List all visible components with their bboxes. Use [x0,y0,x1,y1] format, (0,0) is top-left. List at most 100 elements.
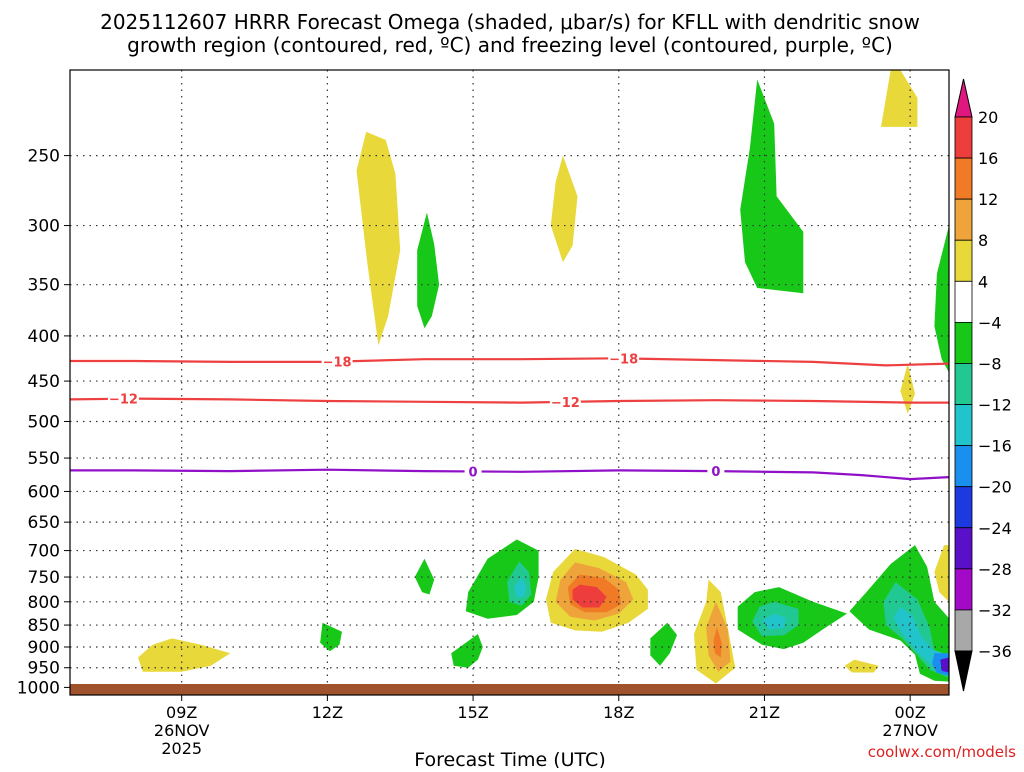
colorbar-bin--32 [954,568,973,611]
omega-region-3 [881,70,918,127]
x-tick-label-24: 00Z [894,703,925,722]
omega-region-1 [356,131,401,346]
contour-label-0C-0: 0 [469,465,478,480]
colorbar-label-5: −4 [978,313,1002,332]
colorbar-bin--16 [954,404,973,447]
contour-label-bg-0C-1 [707,464,725,479]
omega-region-18 [451,634,483,668]
omega-region-4 [900,363,915,414]
omega-region-16 [414,558,435,595]
x-tick-label-12: 12Z [312,703,343,722]
colorbar: 20 16 12 8 4 −4 −8 −12 −16 −20 −24 −28 −32 −36 [954,78,1012,692]
x-tick-label-21: 21Z [749,703,780,722]
chart-title-line2: growth region (contoured, red, ºC) and f… [127,33,893,57]
y-tick-label-950: 950 [28,659,60,679]
y-tick-label-400: 400 [28,327,60,347]
omega-region-17 [320,622,342,652]
colorbar-label-3: 8 [978,231,988,250]
colorbar-bin-8 [954,198,973,241]
colorbar-bin--36 [954,609,973,652]
omega-region-7 [934,545,949,602]
contour-label-bg-0C-0 [464,464,482,479]
colorbar-label-10: −24 [978,519,1012,538]
y-tick-label-900: 900 [28,638,60,658]
ground-surface [70,684,949,695]
y-tick-label-750: 750 [28,568,60,588]
colorbar-bin--20 [954,445,973,488]
contour--18C [70,357,949,367]
contour-label-bg--18C-0 [321,354,353,369]
y-tick-label-700: 700 [28,542,60,562]
contour-0C [70,468,949,481]
x-date-label-24: 27NOV [882,721,938,740]
chart-title-line1: 2025112607 HRRR Forecast Omega (shaded, … [100,10,920,34]
colorbar-label-1: 16 [978,149,998,168]
plot-frame [69,69,950,696]
colorbar-bin-4 [954,239,973,282]
watermark-text: coolwx.com/models [868,743,1016,761]
x-date-label-9: 26NOV [154,721,210,740]
x-year-label-9: 2025 [161,739,202,758]
omega-region-22 [934,225,949,373]
colorbar-label-4: 4 [978,272,988,291]
colorbar-label-7: −12 [978,396,1012,415]
colorbar-label-9: −20 [978,478,1012,497]
colorbar-bin-16 [954,116,973,159]
colorbar-bin--24 [954,486,973,529]
omega-shading-layer [138,70,949,684]
y-tick-label-450: 450 [28,372,60,392]
omega-region-5 [844,659,879,673]
omega-region-13 [572,584,607,608]
contour-label-bg--12C-1 [549,394,581,409]
contour-label--18C-1: −18 [609,352,638,367]
colorbar-bin--12 [954,363,973,405]
y-axis: 2503003504004505005506006507007508008509… [17,147,70,698]
y-tick-label-800: 800 [28,593,60,613]
x-axis-label: Forecast Time (UTC) [414,749,605,768]
omega-region-31 [940,657,949,673]
colorbar-label-6: −8 [978,354,1002,373]
y-tick-label-300: 300 [28,217,60,237]
colorbar-bin--8 [954,321,973,364]
colorbar-label-13: −36 [978,642,1012,661]
colorbar-bin--28 [954,527,973,570]
omega-region-27 [514,577,527,597]
contour-layer: −18 −18 −12 −12 0 0 [70,351,949,480]
contour-label-bg--12C-0 [107,391,139,406]
contour-label--12C-0: −12 [109,393,138,408]
omega-region-15 [740,79,804,294]
colorbar-label-8: −16 [978,437,1012,456]
contour-label--12C-1: −12 [551,396,580,411]
contour-label-0C-1: 0 [711,465,720,480]
colorbar-label-0: 20 [978,108,998,127]
x-tick-label-9: 09Z [166,703,197,722]
y-tick-label-350: 350 [28,276,60,296]
x-tick-label-15: 15Z [457,703,488,722]
grid-layer [70,70,949,695]
colorbar-bottom-arrow [954,650,973,692]
contour-label-bg--18C-1 [608,351,640,366]
omega-region-14 [417,212,440,329]
omega-region-20 [650,622,677,666]
y-tick-label-550: 550 [28,449,60,469]
colorbar-label-11: −28 [978,560,1012,579]
y-tick-label-250: 250 [28,147,60,167]
y-tick-label-850: 850 [28,616,60,636]
y-tick-label-500: 500 [28,413,60,433]
contour-label--18C-0: −18 [323,356,352,371]
colorbar-label-12: −32 [978,601,1012,620]
colorbar-bin--4 [954,280,973,323]
colorbar-label-2: 12 [978,190,998,209]
omega-region-12 [713,627,722,658]
y-tick-label-1000: 1000 [17,678,60,698]
y-tick-label-600: 600 [28,482,60,502]
x-tick-label-18: 18Z [603,703,634,722]
omega-region-2 [550,155,578,263]
y-tick-label-650: 650 [28,513,60,533]
contour--12C [70,397,949,404]
colorbar-bin-12 [954,157,973,200]
omega-region-28 [762,613,787,630]
